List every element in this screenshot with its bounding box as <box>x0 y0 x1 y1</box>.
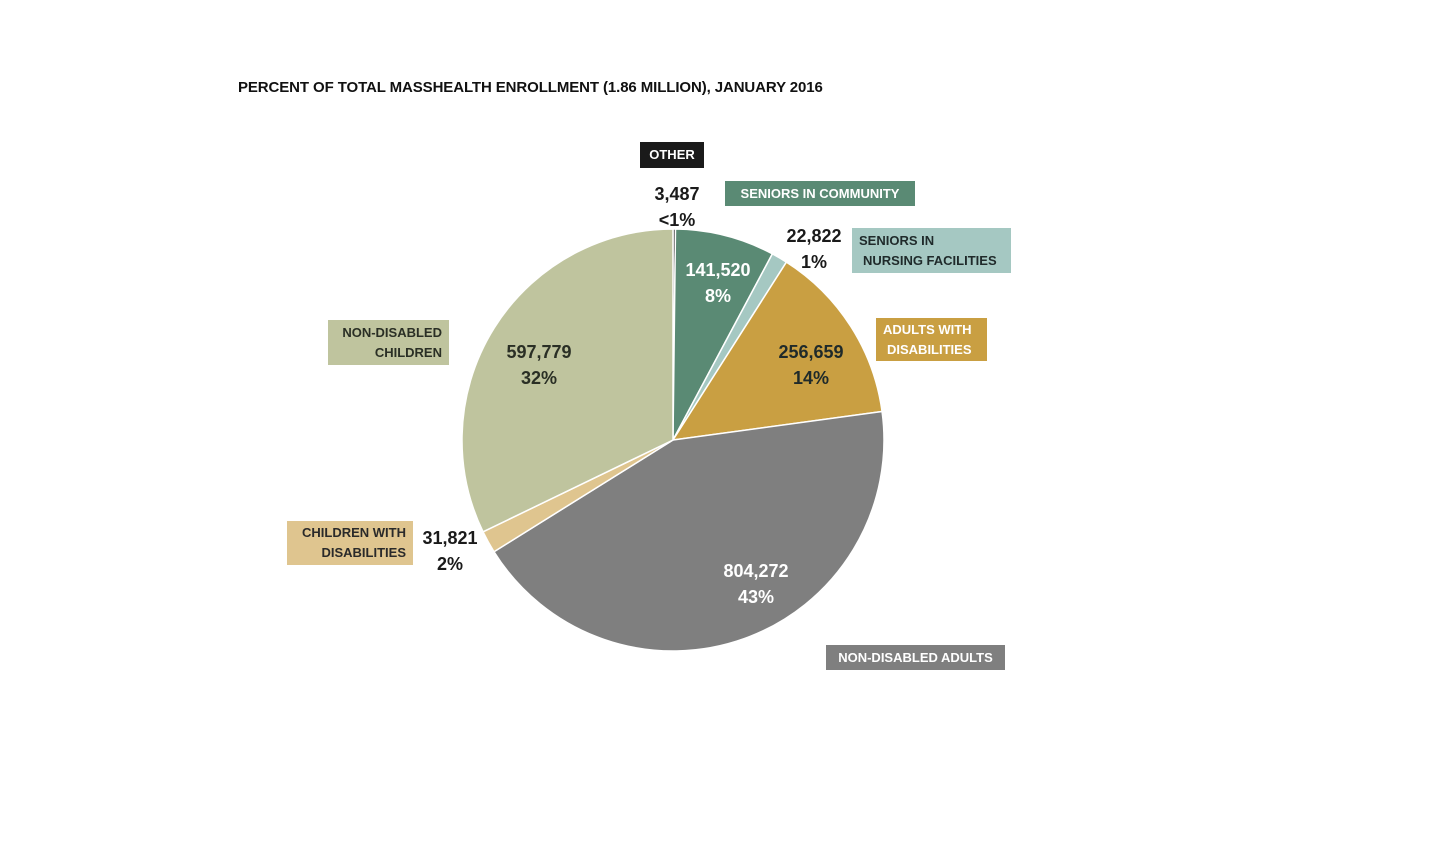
category-label-line: NURSING FACILITIES <box>863 252 997 268</box>
percent-label-seniors-community: 8% <box>705 286 731 306</box>
percent-label-adults-disabilities: 14% <box>793 368 829 388</box>
category-label-line: ADULTS WITH <box>883 321 972 337</box>
category-label-line: OTHER <box>649 147 695 162</box>
percent-label-children-disabilities: 2% <box>437 554 463 574</box>
value-label-seniors-nursing: 22,822 <box>786 226 841 246</box>
category-label-adults-disabilities: ADULTS WITH DISABILITIES <box>876 318 987 361</box>
value-label-children-disabilities: 31,821 <box>422 528 477 548</box>
category-label-children-disabilities: CHILDREN WITH DISABILITIES <box>287 521 413 565</box>
pie-slice-non-disabled-adults <box>492 410 885 652</box>
category-label-seniors-community: SENIORS IN COMMUNITY <box>725 181 915 206</box>
chart-title: PERCENT OF TOTAL MASSHEALTH ENROLLMENT (… <box>238 79 823 96</box>
percent-label-other: <1% <box>659 210 696 230</box>
category-label-line: NON-DISABLED <box>342 324 442 340</box>
category-label-line: CHILDREN <box>374 344 442 360</box>
category-label-seniors-nursing: SENIORS IN NURSING FACILITIES <box>852 228 1011 273</box>
value-label-non-disabled-children: 597,779 <box>506 342 571 362</box>
pie-slice-adults-disabilities <box>671 261 883 441</box>
category-label-non-disabled-adults: NON-DISABLED ADULTS <box>826 645 1005 670</box>
pie-slice-non-disabled-children <box>461 228 674 533</box>
value-label-other: 3,487 <box>654 184 699 204</box>
category-label-line: DISABILITIES <box>887 341 972 357</box>
category-label-line: SENIORS IN COMMUNITY <box>740 185 900 201</box>
value-label-non-disabled-adults: 804,272 <box>723 561 788 581</box>
category-label-line: CHILDREN WITH <box>302 525 406 540</box>
category-label-other: OTHER <box>640 142 704 168</box>
category-label-non-disabled-children: NON-DISABLED CHILDREN <box>328 320 449 365</box>
pie-slice-seniors-community <box>672 228 774 441</box>
category-label-line: SENIORS IN <box>859 232 935 248</box>
percent-label-seniors-nursing: 1% <box>801 252 827 272</box>
percent-label-non-disabled-adults: 43% <box>738 587 774 607</box>
percent-label-non-disabled-children: 32% <box>521 368 557 388</box>
category-label-line: NON-DISABLED ADULTS <box>838 649 993 665</box>
value-label-seniors-community: 141,520 <box>685 260 750 280</box>
category-label-line: DISABILITIES <box>321 545 406 560</box>
value-label-adults-disabilities: 256,659 <box>778 342 843 362</box>
